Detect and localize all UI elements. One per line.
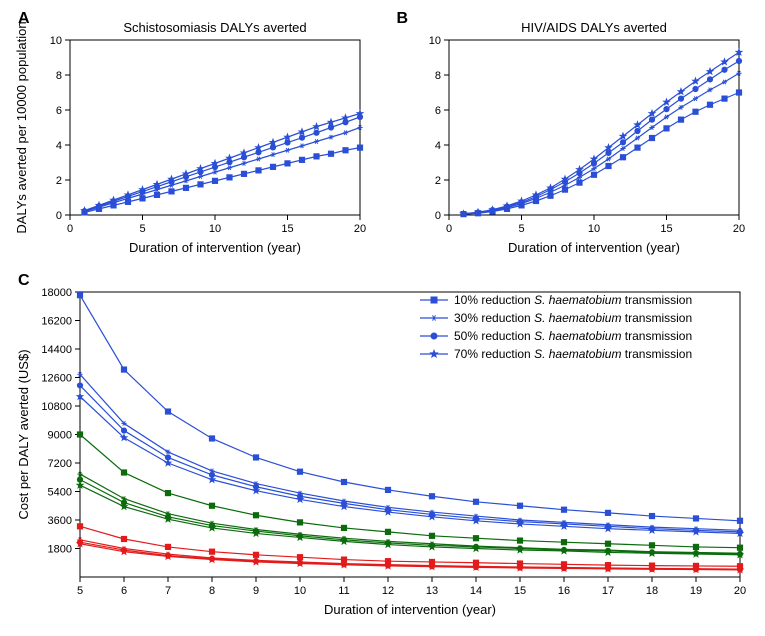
svg-text:16200: 16200 bbox=[41, 316, 72, 328]
svg-text:13: 13 bbox=[426, 585, 438, 597]
svg-text:8: 8 bbox=[209, 585, 215, 597]
svg-text:0: 0 bbox=[56, 210, 62, 222]
svg-text:6: 6 bbox=[121, 585, 127, 597]
svg-text:4: 4 bbox=[434, 140, 440, 152]
svg-text:Duration of intervention (year: Duration of intervention (year) bbox=[324, 602, 496, 617]
panel-c: C 5 6 7 8 9 10 11 12 13 14 15 16 17 18 19 20 1800 3600 540… bbox=[10, 272, 755, 622]
svg-text:0: 0 bbox=[434, 210, 440, 222]
svg-text:12: 12 bbox=[382, 585, 394, 597]
svg-text:DALYs averted per 10000 popula: DALYs averted per 10000 population bbox=[14, 21, 29, 233]
svg-text:10: 10 bbox=[587, 223, 599, 235]
svg-text:10: 10 bbox=[209, 223, 221, 235]
svg-text:18000: 18000 bbox=[41, 287, 72, 299]
figure: A 051015200246810Schistosomiasis DALYs a… bbox=[10, 10, 755, 622]
svg-text:0: 0 bbox=[67, 223, 73, 235]
svg-text:14: 14 bbox=[470, 585, 482, 597]
svg-text:6: 6 bbox=[56, 105, 62, 117]
panel-a-plot: 0 5 10 15 20 0 2 4 6 8 10 Schistosomiasis DALYs ave… bbox=[14, 20, 366, 255]
svg-text:20: 20 bbox=[354, 223, 366, 235]
svg-text:5400: 5400 bbox=[48, 487, 72, 499]
svg-text:10% reduction S. haematobium t: 10% reduction S. haematobium transmissio… bbox=[454, 293, 692, 307]
svg-text:10: 10 bbox=[428, 35, 440, 47]
svg-text:9000: 9000 bbox=[48, 430, 72, 442]
svg-text:50% reduction S. haematobium t: 50% reduction S. haematobium transmissio… bbox=[454, 329, 692, 343]
svg-text:9: 9 bbox=[253, 585, 259, 597]
svg-text:Schistosomiasis DALYs averted: Schistosomiasis DALYs averted bbox=[123, 20, 306, 35]
legend: 10% reduction S. haematobium transmissio… bbox=[420, 293, 692, 361]
panel-a: A 0 5 10 15 20 0 2 4 6 8 10 Schistosomiasis DALYs a… bbox=[10, 10, 377, 260]
svg-text:70% reduction S. haematobium t: 70% reduction S. haematobium transmissio… bbox=[454, 347, 692, 361]
svg-text:Duration of intervention (year: Duration of intervention (year) bbox=[129, 240, 301, 255]
svg-text:20: 20 bbox=[734, 585, 746, 597]
svg-text:15: 15 bbox=[660, 223, 672, 235]
svg-text:12600: 12600 bbox=[41, 373, 72, 385]
svg-text:16: 16 bbox=[558, 585, 570, 597]
svg-text:10800: 10800 bbox=[41, 401, 72, 413]
svg-text:7200: 7200 bbox=[48, 458, 72, 470]
svg-text:7: 7 bbox=[165, 585, 171, 597]
svg-text:HIV/AIDS DALYs averted: HIV/AIDS DALYs averted bbox=[521, 20, 667, 35]
panel-c-svg: 5 6 7 8 9 10 11 12 13 14 15 16 17 18 19 20 1800 3600 5400 7… bbox=[10, 272, 755, 622]
svg-text:5: 5 bbox=[518, 223, 524, 235]
svg-text:8: 8 bbox=[434, 70, 440, 82]
svg-text:8: 8 bbox=[56, 70, 62, 82]
svg-text:14400: 14400 bbox=[41, 344, 72, 356]
svg-text:5: 5 bbox=[77, 585, 83, 597]
svg-text:10: 10 bbox=[50, 35, 62, 47]
panel-a-svg: 0 5 10 15 20 0 2 4 6 8 10 Schistosomiasis DALYs ave… bbox=[10, 10, 375, 260]
panel-a-label: A bbox=[18, 10, 30, 28]
svg-text:5: 5 bbox=[139, 223, 145, 235]
panel-b: B 0 5 10 15 20 0 2 4 6 8 10 HIV/AIDS DALYs averted D… bbox=[389, 10, 756, 260]
svg-text:Cost per DALY averted (US$): Cost per DALY averted (US$) bbox=[16, 349, 31, 519]
svg-text:2: 2 bbox=[56, 175, 62, 187]
svg-text:17: 17 bbox=[602, 585, 614, 597]
svg-text:6: 6 bbox=[434, 105, 440, 117]
svg-text:11: 11 bbox=[338, 585, 349, 597]
svg-text:15: 15 bbox=[281, 223, 293, 235]
svg-text:10: 10 bbox=[294, 585, 306, 597]
panel-c-label: C bbox=[18, 272, 30, 290]
svg-text:20: 20 bbox=[732, 223, 744, 235]
svg-text:18: 18 bbox=[646, 585, 658, 597]
svg-text:2: 2 bbox=[434, 175, 440, 187]
panel-b-label: B bbox=[397, 10, 409, 28]
svg-text:3600: 3600 bbox=[48, 515, 72, 527]
svg-text:1800: 1800 bbox=[48, 544, 72, 556]
svg-text:0: 0 bbox=[445, 223, 451, 235]
svg-text:4: 4 bbox=[56, 140, 62, 152]
panel-b-svg: 0 5 10 15 20 0 2 4 6 8 10 HIV/AIDS DALYs averted Dur… bbox=[389, 10, 754, 260]
svg-text:15: 15 bbox=[514, 585, 526, 597]
panel-b-plot: 0 5 10 15 20 0 2 4 6 8 10 HIV/AIDS DALYs averted Dur… bbox=[428, 20, 744, 255]
svg-text:Duration of intervention (year: Duration of intervention (year) bbox=[508, 240, 680, 255]
svg-text:19: 19 bbox=[690, 585, 702, 597]
svg-text:30% reduction S. haematobium t: 30% reduction S. haematobium transmissio… bbox=[454, 311, 692, 325]
